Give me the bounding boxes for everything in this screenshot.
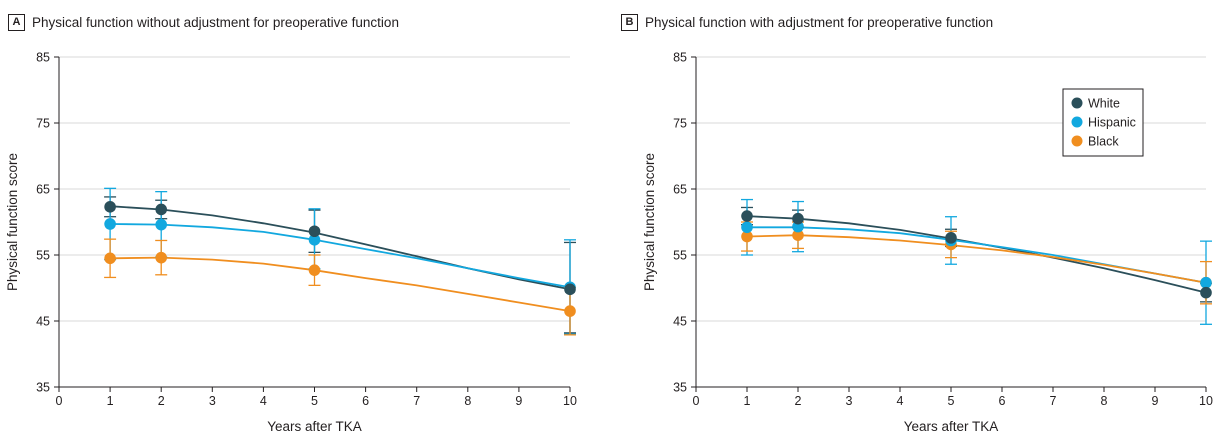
chart-a-y-tick-label: 75 — [36, 117, 50, 131]
legend-marker-hispanic — [1071, 116, 1083, 128]
chart-b-x-axis-title: Years after TKA — [904, 419, 999, 434]
chart-b-y-tick-label: 75 — [673, 117, 687, 131]
legend-label-black: Black — [1088, 135, 1119, 149]
chart-a-point-white — [104, 201, 116, 213]
chart-b-x-tick-label: 6 — [999, 394, 1006, 408]
chart-a-y-tick-label: 85 — [36, 51, 50, 65]
chart-b-x-tick-label: 3 — [846, 394, 853, 408]
chart-b-point-hispanic — [741, 221, 753, 234]
legend-marker-black — [1071, 135, 1083, 147]
chart-b-y-tick-label: 45 — [673, 315, 687, 329]
chart-a-x-axis-title: Years after TKA — [267, 419, 362, 434]
chart-a-point-hispanic — [155, 218, 167, 231]
panel-b-title: Physical function with adjustment for pr… — [645, 14, 994, 30]
chart-b-x-tick-label: 9 — [1152, 394, 1159, 408]
chart-a-y-tick-label: 65 — [36, 183, 50, 197]
chart-a-x-tick-label: 4 — [260, 394, 267, 408]
chart-b-x-tick-label: 5 — [948, 394, 955, 408]
chart-b-x-tick-label: 1 — [744, 394, 751, 408]
chart-b-point-white — [945, 232, 957, 244]
chart-b-y-tick-label: 85 — [673, 51, 687, 65]
chart-b-x-tick-label: 7 — [1050, 394, 1057, 408]
chart-a-point-white — [308, 225, 321, 238]
legend-label-white: White — [1088, 97, 1120, 111]
chart-b-legend: White Hispanic Black — [1062, 88, 1144, 157]
panel-b-header: B Physical function with adjustment for … — [621, 13, 993, 31]
chart-b-y-tick-label: 65 — [673, 183, 687, 197]
panel-a-header: A Physical function without adjustment f… — [8, 13, 399, 31]
chart-b-curve-black — [746, 234, 1207, 284]
chart-b-point-white — [741, 210, 753, 222]
chart-b-point-black — [741, 230, 753, 243]
chart-a-x-tick-label: 0 — [56, 394, 63, 408]
chart-a-curve-black — [110, 256, 571, 312]
chart-a-x-tick-label: 1 — [107, 394, 114, 408]
chart-a-y-tick-label: 45 — [36, 315, 50, 329]
chart-a-point-black — [564, 305, 576, 317]
chart-b-point-black — [792, 229, 804, 241]
panel-b: B Physical function with adjustment for … — [612, 0, 1225, 439]
chart-a-x-tick-label: 8 — [464, 394, 471, 408]
chart-a-x-tick-label: 5 — [311, 394, 318, 408]
chart-b-x-tick-label: 2 — [795, 394, 802, 408]
panel-a: A Physical function without adjustment f… — [0, 0, 612, 439]
chart-a-point-black — [104, 252, 116, 265]
chart-a-x-tick-label: 9 — [515, 394, 522, 408]
legend-label-hispanic: Hispanic — [1088, 116, 1136, 130]
panel-a-letter: A — [8, 13, 25, 31]
chart-a-curve-white — [110, 205, 571, 291]
chart-b-point-white — [792, 212, 804, 225]
chart-a-point-hispanic — [104, 218, 116, 230]
chart-b-x-tick-label: 0 — [693, 394, 700, 408]
chart-a-point-white — [564, 283, 576, 296]
chart-a-x-tick-label: 2 — [158, 394, 165, 408]
chart-b-y-axis-title: Physical function score — [642, 153, 657, 291]
chart-a-y-tick-label: 35 — [36, 381, 50, 395]
chart-a-point-hispanic — [308, 234, 321, 246]
chart-a-x-tick-label: 7 — [413, 394, 420, 408]
chart-b-y-tick-label: 35 — [673, 381, 687, 395]
panel-a-title: Physical function without adjustment for… — [32, 14, 399, 30]
legend-marker-white — [1071, 97, 1083, 109]
chart-a-x-tick-label: 10 — [563, 394, 577, 408]
chart-b-point-white — [1200, 286, 1212, 299]
chart-b-x-tick-label: 8 — [1101, 394, 1108, 408]
chart-a-y-tick-label: 55 — [36, 249, 50, 263]
chart-a-point-white — [155, 203, 167, 216]
chart-a-point-black — [155, 251, 167, 264]
chart-b-x-tick-label: 10 — [1199, 394, 1213, 408]
chart-a-curve-hispanic — [110, 223, 571, 289]
panel-b-letter: B — [621, 13, 638, 31]
chart-b-point-hispanic — [1200, 276, 1212, 289]
chart-a-x-tick-label: 6 — [362, 394, 369, 408]
chart-a-point-black — [308, 264, 321, 276]
chart-b-y-tick-label: 55 — [673, 249, 687, 263]
chart-a-y-axis-title: Physical function score — [5, 153, 20, 291]
chart-a-x-tick-label: 3 — [209, 394, 216, 408]
chart-b-x-tick-label: 4 — [897, 394, 904, 408]
